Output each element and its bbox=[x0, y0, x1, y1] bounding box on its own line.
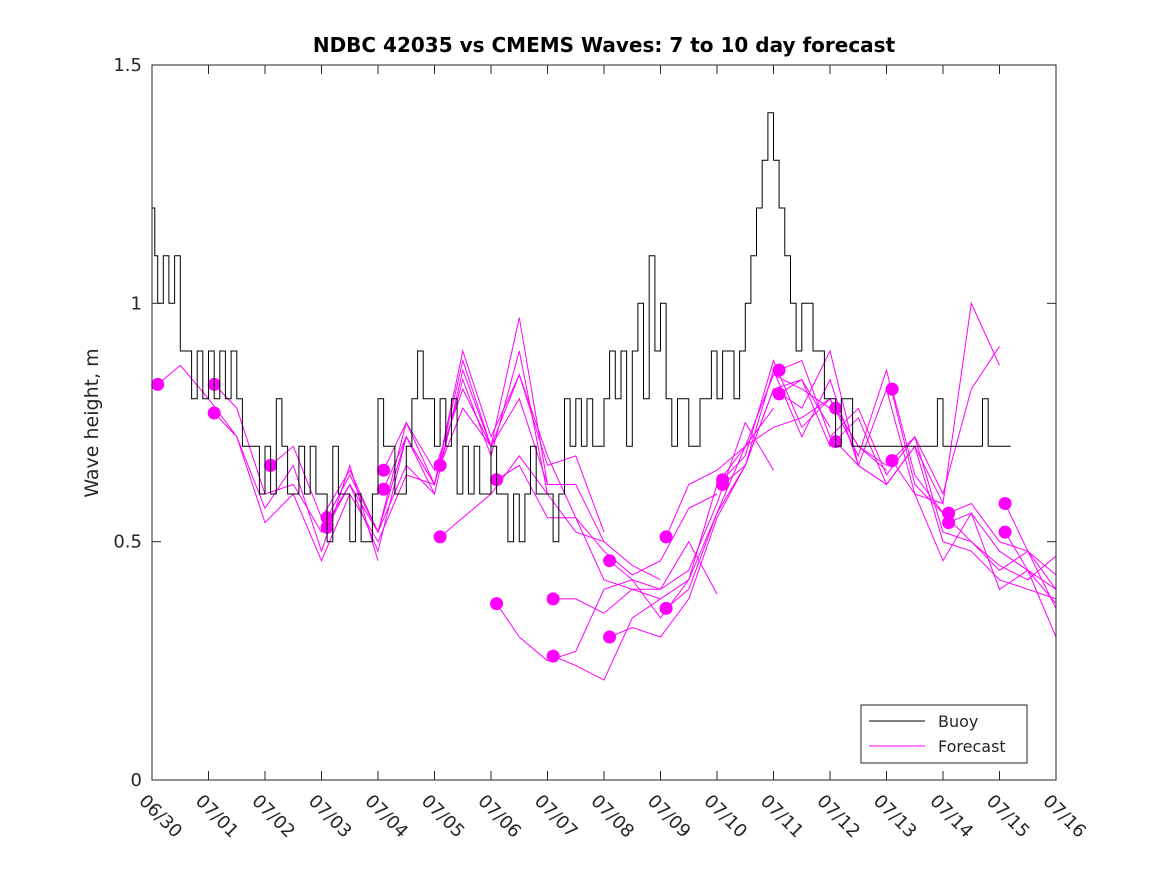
forecast-run-10-start-marker bbox=[433, 458, 447, 472]
forecast-run-7-line bbox=[383, 349, 605, 533]
forecast-run-28-start-marker bbox=[942, 516, 956, 530]
forecast-run-27-start-marker bbox=[942, 506, 956, 520]
forecast-run-9-start-marker bbox=[433, 530, 447, 544]
data-layer bbox=[151, 112, 1057, 681]
forecast-run-8-start-marker bbox=[377, 482, 391, 496]
forecast-run-3-start-marker bbox=[207, 406, 221, 420]
legend-forecast-label: Forecast bbox=[938, 737, 1006, 756]
forecast-run-3-line bbox=[213, 412, 435, 562]
forecast-run-13-line bbox=[553, 421, 774, 614]
forecast-run-28-line bbox=[948, 512, 1057, 604]
forecast-run-23-line bbox=[835, 407, 1057, 581]
forecast-run-29-line bbox=[1004, 503, 1057, 576]
buoy-series-line bbox=[152, 112, 1011, 543]
forecast-run-14-start-marker bbox=[546, 649, 560, 663]
forecast-run-2-line bbox=[213, 384, 435, 534]
forecast-run-30-start-marker bbox=[998, 525, 1012, 539]
forecast-run-14-line bbox=[552, 407, 774, 681]
forecast-run-21-start-marker bbox=[772, 363, 786, 377]
forecast-run-18-start-marker bbox=[659, 601, 673, 615]
forecast-run-22-start-marker bbox=[772, 387, 786, 401]
legend-buoy-label: Buoy bbox=[938, 712, 978, 731]
y-tick-label: 0 bbox=[131, 770, 142, 791]
forecast-run-16-start-marker bbox=[603, 630, 617, 644]
forecast-run-30-line bbox=[1004, 531, 1057, 590]
forecast-run-17-start-marker bbox=[659, 530, 673, 544]
chart-title: NDBC 42035 vs CMEMS Waves: 7 to 10 day f… bbox=[313, 33, 896, 57]
forecast-run-13-start-marker bbox=[546, 592, 560, 606]
forecast-run-16-line bbox=[609, 378, 831, 638]
y-tick-label: 0.5 bbox=[113, 532, 142, 553]
legend-box bbox=[860, 704, 1028, 764]
forecast-run-7-start-marker bbox=[377, 463, 391, 477]
legend: Buoy Forecast bbox=[860, 704, 1028, 764]
forecast-run-24-line bbox=[835, 441, 1057, 600]
y-tick-label: 1.5 bbox=[113, 55, 142, 76]
forecast-run-12-line bbox=[496, 464, 718, 576]
y-tick-label: 1 bbox=[131, 293, 142, 314]
forecast-run-26-start-marker bbox=[885, 454, 899, 468]
forecast-run-10-line bbox=[439, 373, 661, 600]
forecast-run-11-line bbox=[496, 540, 718, 662]
y-axis-label: Wave height, m bbox=[81, 348, 103, 497]
forecast-run-20-start-marker bbox=[716, 478, 730, 491]
forecast-run-15-start-marker bbox=[603, 554, 617, 568]
forecast-run-11-start-marker bbox=[490, 597, 504, 611]
forecast-run-29-start-marker bbox=[998, 497, 1012, 510]
forecast-run-21-line bbox=[778, 345, 1000, 496]
forecast-run-27-line bbox=[948, 502, 1057, 590]
forecast-run-1-start-marker bbox=[151, 377, 165, 391]
forecast-run-25-start-marker bbox=[885, 382, 899, 396]
